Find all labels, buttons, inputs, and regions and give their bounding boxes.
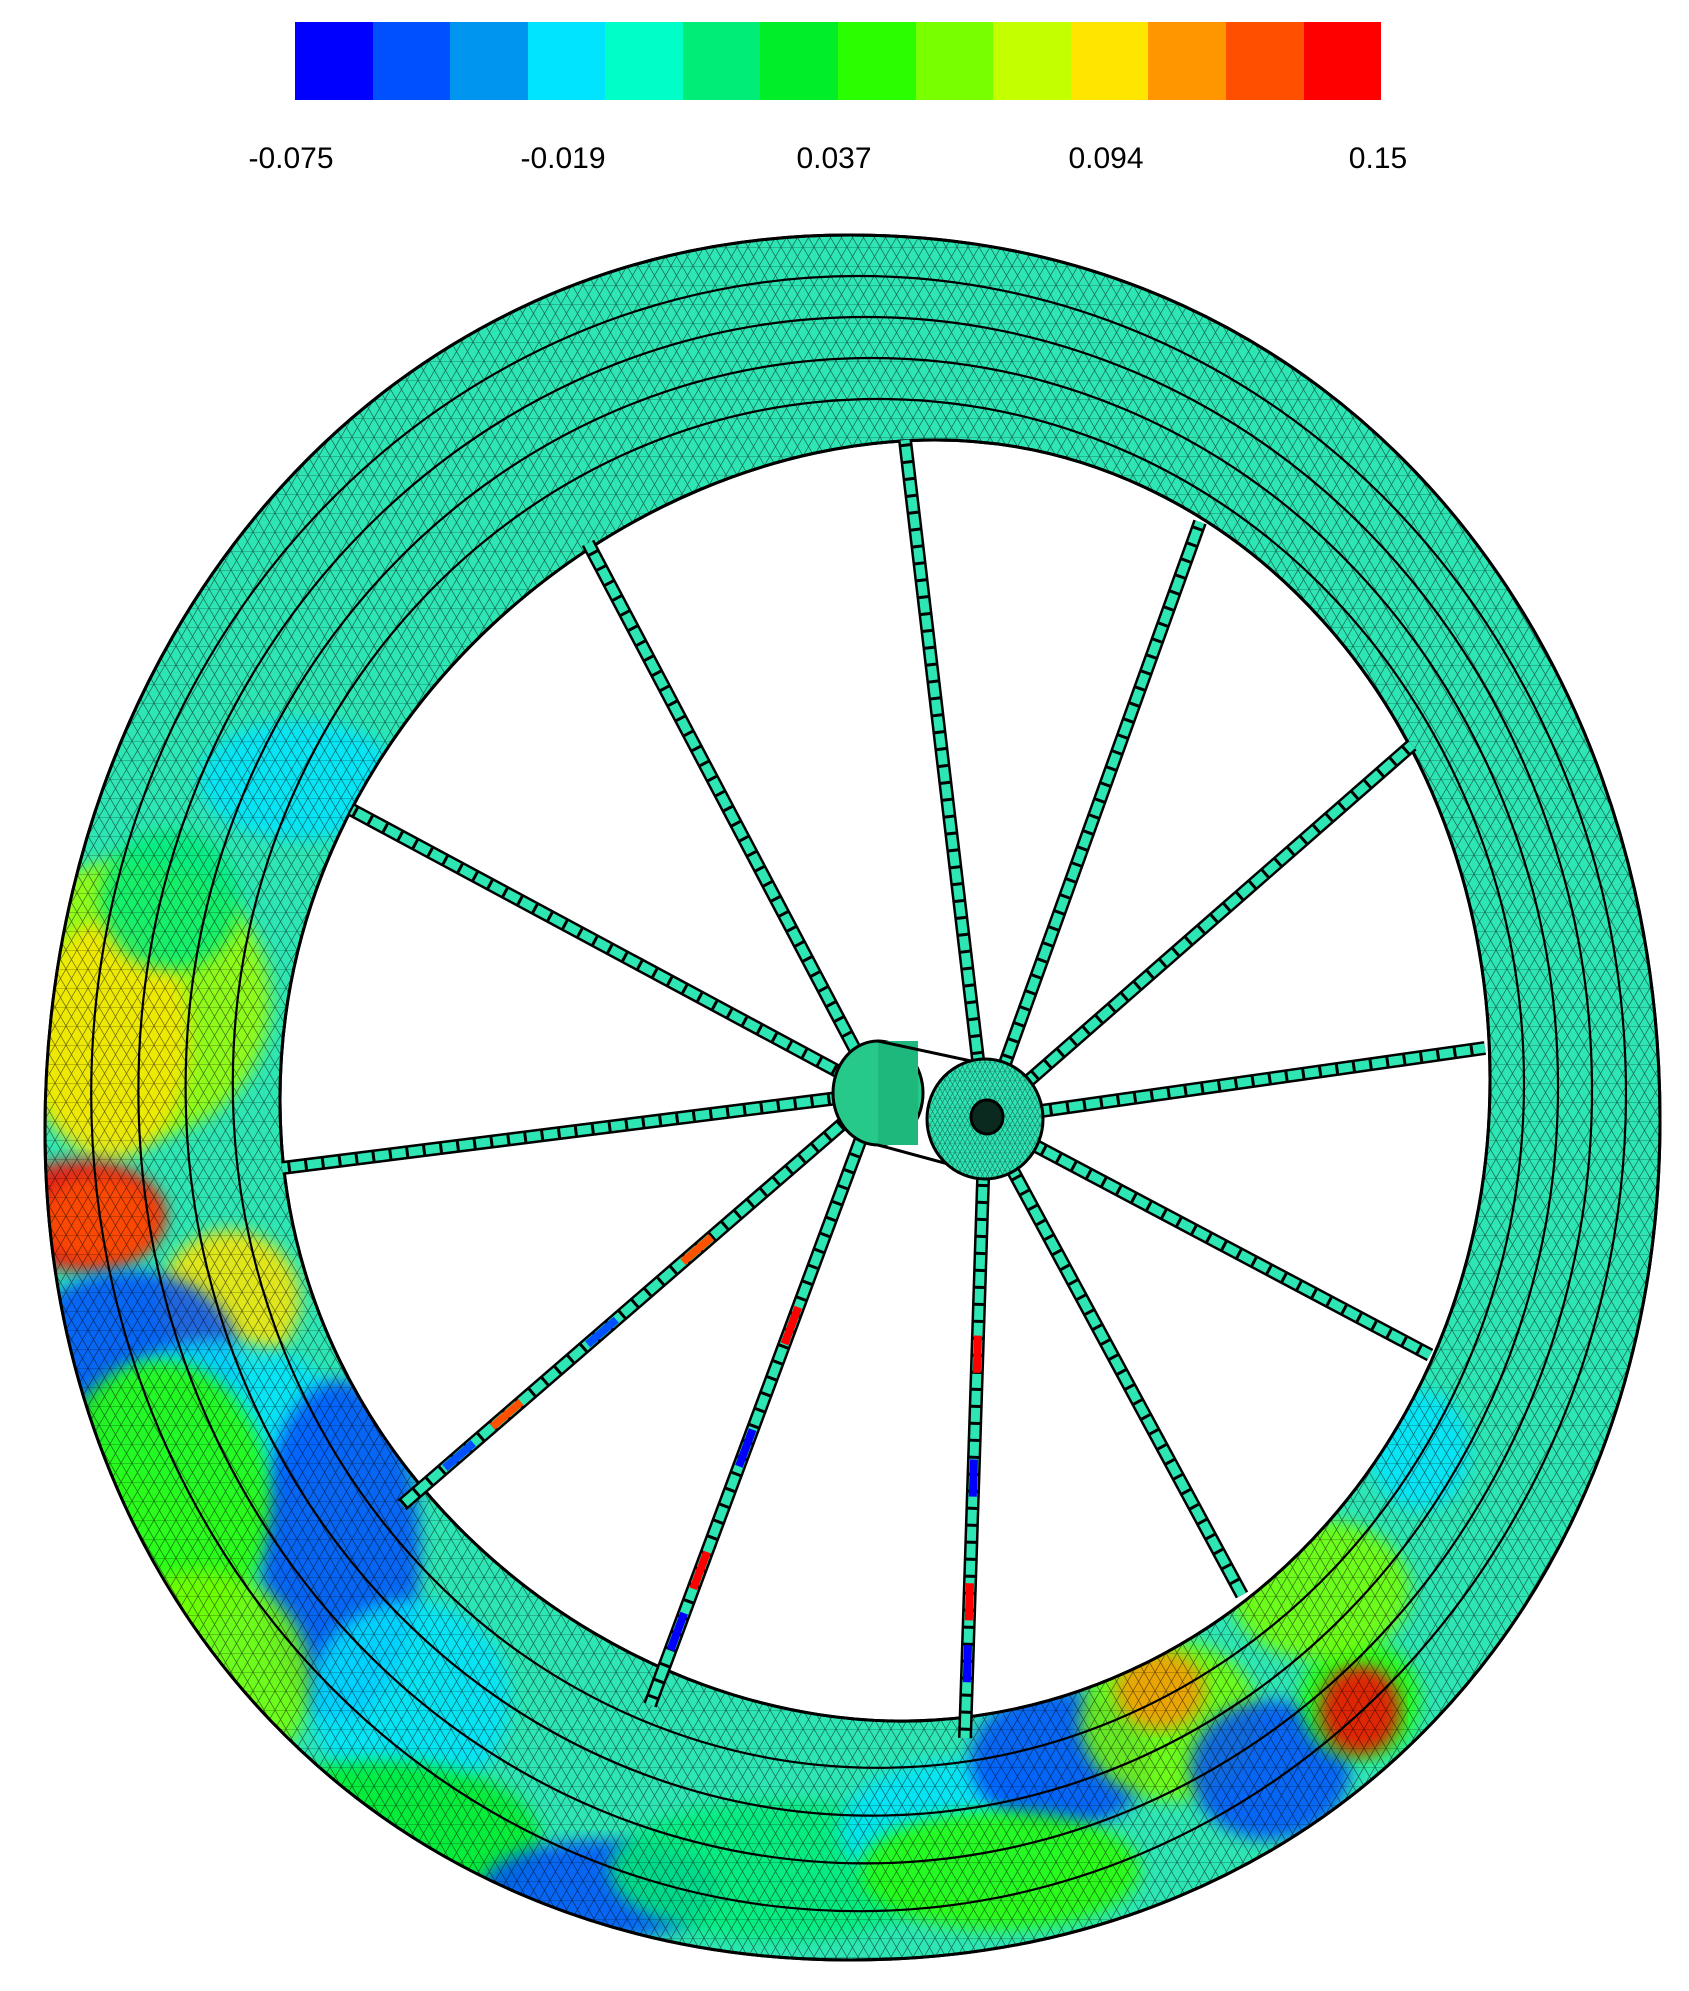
spoke bbox=[281, 1086, 879, 1175]
colorbar-swatch-7 bbox=[838, 22, 916, 100]
colorbar-label-0: -0.075 bbox=[248, 142, 334, 175]
spoke bbox=[978, 519, 1207, 1122]
wheel-spokes bbox=[281, 439, 1486, 1739]
spoke bbox=[643, 1090, 885, 1708]
colorbar-swatch-9 bbox=[993, 22, 1071, 100]
rim-contour-line bbox=[90, 274, 1628, 1913]
rim-contour-line bbox=[231, 397, 1526, 1769]
colorbar-swatch-11 bbox=[1148, 22, 1226, 100]
colorbar-label-2: 0.037 bbox=[796, 142, 872, 175]
colorbar-label-3: 0.094 bbox=[1068, 142, 1144, 175]
spoke bbox=[958, 1118, 992, 1739]
spoke bbox=[981, 1112, 1434, 1362]
colorbar-swatch-4 bbox=[605, 22, 683, 100]
colorbar-swatch-2 bbox=[450, 22, 528, 100]
rim-outline bbox=[43, 233, 1662, 1962]
colorbar-swatch-1 bbox=[372, 22, 451, 100]
colorbar-label-4: 0.15 bbox=[1348, 142, 1408, 175]
colorbar-swatch-6 bbox=[760, 22, 839, 100]
colorbar-swatch-12 bbox=[1225, 22, 1304, 100]
colorbar-swatch-13 bbox=[1303, 22, 1382, 100]
rim-contour-line bbox=[184, 356, 1560, 1817]
colorbar-label-1: -0.019 bbox=[520, 142, 606, 175]
spoke bbox=[898, 439, 992, 1120]
rim-mesh bbox=[45, 235, 1660, 1960]
colorbar-swatch-0 bbox=[295, 22, 373, 100]
spoke bbox=[984, 1041, 1486, 1126]
wheel-hub bbox=[831, 1039, 1045, 1181]
spoke bbox=[348, 803, 882, 1100]
colorbar-swatch-10 bbox=[1070, 22, 1149, 100]
colorbar-swatch-5 bbox=[682, 22, 761, 100]
spoke bbox=[978, 1115, 1249, 1599]
spoke bbox=[980, 739, 1417, 1125]
spoke bbox=[397, 1087, 883, 1511]
colorbar-swatch-3 bbox=[527, 22, 606, 100]
colorbar bbox=[295, 22, 1382, 100]
colorbar-swatch-8 bbox=[915, 22, 994, 100]
rim-contour-line bbox=[137, 315, 1594, 1865]
spoke bbox=[581, 539, 885, 1097]
